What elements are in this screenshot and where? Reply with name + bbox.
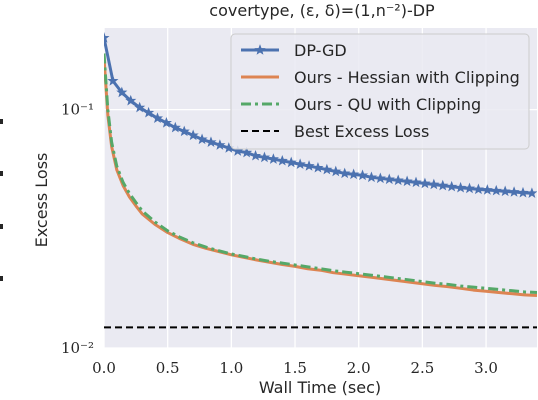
edge-glyph-fragment	[0, 224, 3, 229]
data-point	[276, 154, 288, 166]
x-tick-label: 1.5	[283, 359, 307, 377]
data-point	[178, 125, 190, 137]
data-point	[134, 101, 146, 113]
data-point	[258, 151, 271, 163]
y-tick-label: 10⁻¹	[61, 101, 94, 119]
data-point	[365, 171, 378, 183]
data-point	[410, 176, 422, 188]
data-point	[196, 133, 208, 145]
legend-label-ours-qu-with-clipping: Ours - QU with Clipping	[294, 95, 481, 114]
x-tick-label: 0.0	[92, 359, 116, 377]
data-point	[312, 161, 324, 173]
data-point	[205, 136, 217, 147]
series-layer	[104, 32, 537, 329]
legend-label-dp-gd: DP-GD	[294, 41, 347, 60]
legend-label-ours-hessian-with-clipping: Ours - Hessian with Clipping	[294, 68, 520, 87]
data-point	[249, 149, 262, 161]
legend-label-best-excess-loss: Best Excess Loss	[294, 122, 429, 141]
data-point	[446, 180, 458, 192]
legend-marker	[254, 44, 266, 55]
data-point	[267, 153, 279, 164]
data-point	[169, 121, 181, 133]
tick-labels: 0.0 0.5 1.0 1.5 2.0 2.5 3.0 10⁻¹ 10⁻²	[61, 101, 498, 377]
data-point	[330, 165, 342, 177]
y-tick-label: 10⁻²	[61, 339, 94, 357]
data-point	[490, 184, 502, 196]
data-point	[303, 160, 315, 171]
data-point	[160, 117, 172, 128]
data-point	[104, 32, 110, 43]
data-point	[214, 139, 226, 150]
data-point	[187, 129, 199, 141]
data-point	[455, 181, 467, 193]
data-point	[241, 146, 253, 158]
data-point	[517, 186, 529, 198]
x-tick-label: 0.5	[156, 359, 180, 377]
data-point	[125, 94, 137, 106]
data-point	[419, 177, 431, 189]
data-point	[428, 178, 440, 190]
data-point	[383, 173, 395, 185]
data-point	[499, 185, 511, 197]
data-point	[348, 168, 360, 180]
edge-glyph-fragment	[0, 171, 3, 176]
legend: DP-GD Ours - Hessian with Clipping Ours - …	[230, 33, 530, 150]
x-axis-label: Wall Time (sec)	[259, 378, 381, 397]
data-point	[116, 86, 128, 98]
data-point	[392, 174, 404, 186]
data-point	[401, 175, 413, 187]
x-tick-label: 2.0	[347, 359, 371, 377]
data-point	[481, 184, 493, 195]
data-point	[463, 182, 476, 194]
x-tick-label: 1.0	[219, 359, 243, 377]
series-dp-gd	[104, 32, 537, 198]
data-point	[526, 187, 537, 198]
x-tick-label: 2.5	[410, 359, 434, 377]
y-axis-label: Excess Loss	[32, 153, 51, 248]
legend-box	[230, 33, 530, 150]
data-point	[151, 112, 164, 123]
data-point	[321, 163, 333, 175]
x-tick-label: 3.0	[474, 359, 498, 377]
data-point	[107, 75, 119, 86]
data-point	[374, 172, 386, 184]
data-point	[437, 179, 449, 191]
data-point	[294, 158, 306, 169]
data-point	[472, 183, 484, 195]
data-point	[339, 167, 351, 179]
edge-glyph-fragment	[0, 276, 3, 281]
data-point	[143, 106, 155, 118]
data-point	[508, 186, 520, 197]
series-line-ours-qu-with-clipping	[104, 53, 537, 294]
edge-glyph-fragment	[0, 119, 3, 124]
series-ours-qu-with-clipping	[104, 53, 537, 294]
chart-title: covertype, (ε, δ)=(1,n⁻²)-DP	[209, 1, 435, 20]
data-point	[285, 156, 297, 168]
data-point	[356, 169, 369, 181]
